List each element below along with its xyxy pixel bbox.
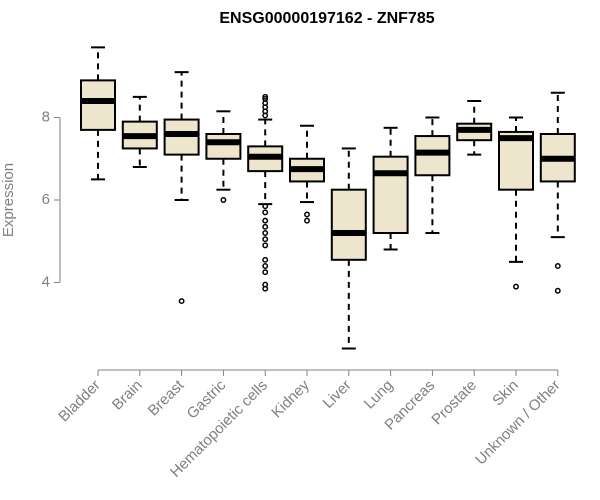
box — [163, 118, 200, 156]
chart-title: ENSG00000197162 - ZNF785 — [219, 10, 434, 27]
outlier-point — [262, 93, 269, 100]
outlier-point — [262, 223, 269, 230]
box-group — [456, 100, 493, 156]
outlier-point — [262, 269, 269, 276]
outlier-point — [262, 285, 269, 292]
outlier-point — [554, 263, 561, 269]
y-tick-label: 8 — [42, 108, 50, 125]
x-tick-label: Prostate — [428, 377, 480, 429]
outlier-point — [262, 95, 269, 102]
outlier-point — [304, 217, 310, 224]
box-group — [330, 147, 367, 350]
outlier-point — [554, 287, 561, 294]
outlier-point — [220, 197, 227, 203]
outlier-point — [262, 236, 269, 243]
x-tick-label: Kidney — [268, 376, 313, 421]
box-group — [539, 91, 576, 294]
box-group — [498, 116, 534, 290]
outlier-point — [262, 256, 269, 263]
outlier-point — [262, 242, 269, 249]
box — [498, 130, 534, 191]
x-tick-label: Brain — [109, 377, 146, 414]
box-group — [80, 46, 116, 181]
x-tick-label: Breast — [145, 376, 188, 419]
box-group — [372, 126, 409, 251]
y-tick-label: 4 — [42, 273, 50, 290]
y-axis: 4 6 8 — [42, 108, 61, 290]
box — [205, 133, 242, 160]
box-group — [414, 116, 451, 234]
boxes — [80, 46, 576, 350]
box — [414, 135, 451, 177]
x-tick-label: Bladder — [55, 377, 104, 426]
box-group — [247, 93, 284, 292]
outlier-point — [262, 263, 269, 269]
box — [80, 79, 116, 131]
outlier-point — [262, 203, 269, 210]
box — [330, 188, 367, 261]
outlier-point — [513, 283, 519, 290]
y-tick-label: 6 — [42, 191, 50, 208]
x-tick-label: Lung — [361, 377, 397, 413]
outlier-point — [262, 230, 269, 236]
box-group — [205, 110, 242, 203]
outlier-point — [262, 217, 269, 224]
outlier-point — [262, 209, 269, 216]
outlier-point — [304, 211, 310, 218]
y-axis-label: Expression — [0, 163, 17, 237]
outlier-point — [178, 298, 185, 305]
box-group — [121, 95, 158, 168]
box — [372, 155, 409, 234]
x-tick-label: Skin — [489, 377, 522, 410]
box-group — [289, 124, 325, 224]
box-group — [163, 71, 200, 305]
x-tick-label: Liver — [320, 377, 355, 412]
